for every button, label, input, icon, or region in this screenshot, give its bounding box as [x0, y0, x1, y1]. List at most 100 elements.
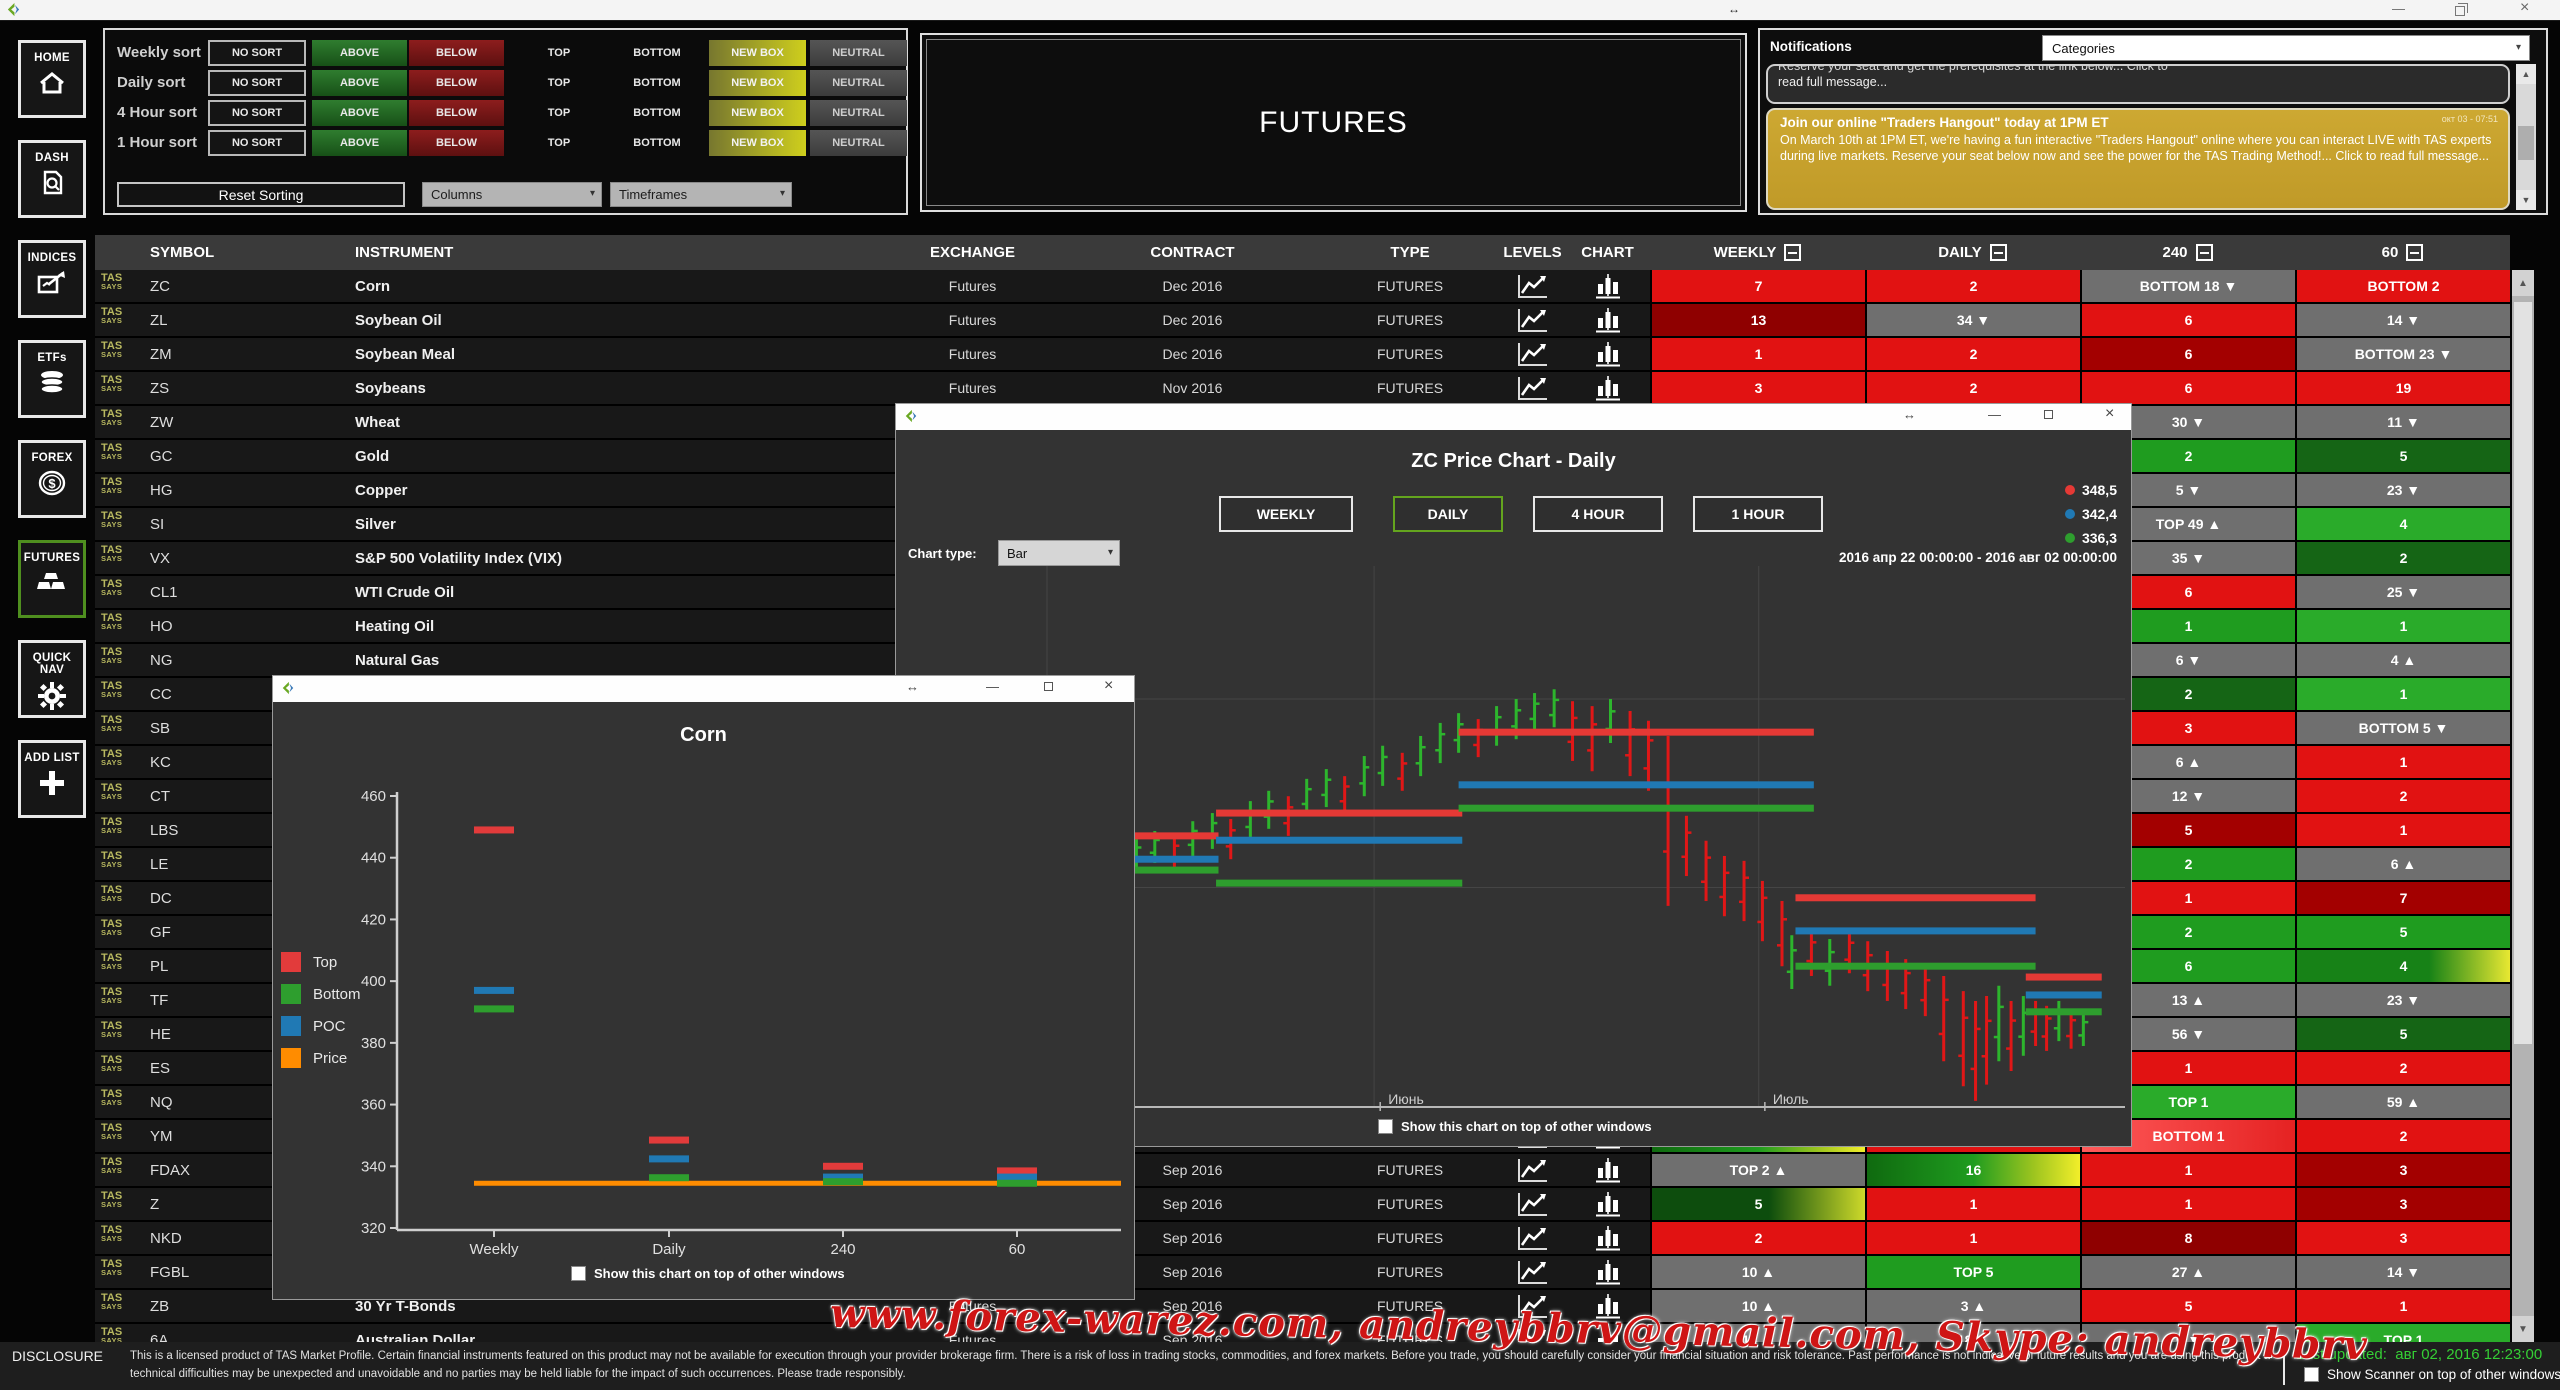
- levels-icon[interactable]: [1500, 338, 1565, 370]
- sidebar-item-forex[interactable]: FOREX $: [18, 440, 86, 518]
- close-button[interactable]: ×: [2105, 405, 2115, 422]
- new-box-button[interactable]: NEW BOX: [709, 100, 806, 126]
- checkbox-icon[interactable]: [2304, 1367, 2319, 1382]
- header-daily[interactable]: DAILY: [1865, 235, 2080, 270]
- sidebar-item-add-list[interactable]: ADD LIST: [18, 740, 86, 818]
- notification-message-partial[interactable]: Reserve your seat and get the prerequisi…: [1766, 64, 2510, 104]
- chart-icon[interactable]: [1565, 338, 1650, 370]
- below-button[interactable]: BELOW: [409, 130, 504, 156]
- top-button[interactable]: TOP: [547, 137, 571, 149]
- collapse-minus-icon[interactable]: [2195, 244, 2213, 261]
- collapse-minus-icon[interactable]: [1784, 244, 1802, 261]
- resize-arrows-icon[interactable]: ↔: [906, 679, 919, 694]
- above-button[interactable]: ABOVE: [312, 40, 407, 66]
- bottom-button[interactable]: BOTTOM: [633, 107, 681, 119]
- levels-icon[interactable]: [1500, 372, 1565, 404]
- timeframe-button-daily[interactable]: DAILY: [1393, 496, 1503, 532]
- no-sort-button[interactable]: NO SORT: [208, 100, 306, 126]
- neutral-button[interactable]: NEUTRAL: [810, 100, 907, 126]
- timeframes-dropdown[interactable]: Timeframes ▾: [610, 182, 792, 207]
- below-button[interactable]: BELOW: [409, 100, 504, 126]
- sidebar-item-quick-nav[interactable]: QUICK NAV: [18, 640, 86, 718]
- table-row[interactable]: TAS SAYS ZS Soybeans Futures Nov 2016 FUTURES 3…: [95, 372, 2510, 406]
- resize-arrows-icon[interactable]: ↔: [1728, 2, 1740, 16]
- table-row[interactable]: TAS SAYS ZB 30 Yr T-Bonds Futures Sep 2016 FUT…: [95, 1290, 2510, 1324]
- top-button[interactable]: TOP: [547, 107, 571, 119]
- below-button[interactable]: BELOW: [409, 70, 504, 96]
- table-row[interactable]: TAS SAYS 6A Australian Dollar Futures Sep 201…: [95, 1324, 2510, 1342]
- no-sort-button[interactable]: NO SORT: [208, 70, 306, 96]
- scanner-on-top-checkbox[interactable]: Show Scanner on top of other windows: [2304, 1367, 2560, 1382]
- levels-icon[interactable]: [1500, 304, 1565, 336]
- above-button[interactable]: ABOVE: [312, 70, 407, 96]
- new-box-button[interactable]: NEW BOX: [709, 130, 806, 156]
- header-60[interactable]: 60: [2295, 235, 2510, 270]
- levels-icon[interactable]: [1500, 1188, 1565, 1220]
- below-button[interactable]: BELOW: [409, 40, 504, 66]
- timeframe-button-weekly[interactable]: WEEKLY: [1219, 496, 1353, 532]
- minimize-button[interactable]: —: [1988, 407, 2001, 422]
- neutral-button[interactable]: NEUTRAL: [810, 70, 907, 96]
- bottom-button[interactable]: BOTTOM: [633, 137, 681, 149]
- scrollbar-thumb[interactable]: [2514, 302, 2532, 1044]
- levels-icon[interactable]: [1500, 1222, 1565, 1254]
- sidebar-item-home[interactable]: HOME: [18, 40, 86, 118]
- sidebar-item-dash[interactable]: DASH: [18, 140, 86, 218]
- notification-message-gold[interactable]: окт 03 - 07:51 Join our online "Traders …: [1766, 108, 2510, 210]
- table-row[interactable]: TAS SAYS ZL Soybean Oil Futures Dec 2016 FUTUR…: [95, 304, 2510, 338]
- table-row[interactable]: TAS SAYS ZC Corn Futures Dec 2016 FUTURES 7 2 BOT…: [95, 270, 2510, 304]
- timeframe-button-1-hour[interactable]: 1 HOUR: [1693, 496, 1823, 532]
- scrollbar-thumb[interactable]: [2518, 126, 2534, 160]
- checkbox-icon[interactable]: [1378, 1119, 1393, 1134]
- restore-button[interactable]: [2044, 407, 2053, 422]
- bottom-button[interactable]: BOTTOM: [633, 77, 681, 89]
- new-box-button[interactable]: NEW BOX: [709, 40, 806, 66]
- above-button[interactable]: ABOVE: [312, 100, 407, 126]
- collapse-minus-icon[interactable]: [1989, 244, 2007, 261]
- restore-button[interactable]: [1044, 679, 1053, 694]
- window-titlebar[interactable]: ↔ — ×: [896, 404, 2131, 430]
- new-box-button[interactable]: NEW BOX: [709, 70, 806, 96]
- table-scrollbar[interactable]: ▲ ▼: [2512, 270, 2534, 1342]
- reset-sorting-button[interactable]: Reset Sorting: [117, 182, 405, 207]
- minimize-button[interactable]: —: [986, 679, 999, 694]
- neutral-button[interactable]: NEUTRAL: [810, 40, 907, 66]
- top-button[interactable]: TOP: [547, 47, 571, 59]
- top-button[interactable]: TOP: [547, 77, 571, 89]
- scroll-up-icon[interactable]: ▲: [2512, 270, 2534, 296]
- chart-icon[interactable]: [1565, 304, 1650, 336]
- scroll-down-icon[interactable]: ▼: [2512, 1316, 2534, 1342]
- notifications-scrollbar[interactable]: ▲ ▼: [2516, 64, 2536, 210]
- chart-icon[interactable]: [1565, 1188, 1650, 1220]
- chart-icon[interactable]: [1565, 1154, 1650, 1186]
- timeframe-button-4-hour[interactable]: 4 HOUR: [1533, 496, 1663, 532]
- minimize-button[interactable]: —: [2392, 1, 2405, 16]
- resize-arrows-icon[interactable]: ↔: [1903, 407, 1916, 422]
- chart-icon[interactable]: [1565, 270, 1650, 302]
- chart-icon[interactable]: [1565, 1222, 1650, 1254]
- close-button[interactable]: ×: [1104, 677, 1114, 694]
- table-row[interactable]: TAS SAYS ZM Soybean Meal Futures Dec 2016 FUTU…: [95, 338, 2510, 372]
- levels-icon[interactable]: [1500, 1256, 1565, 1288]
- chart-type-dropdown[interactable]: Bar ▾: [998, 540, 1120, 566]
- restore-button[interactable]: [2455, 3, 2468, 19]
- chart-on-top-checkbox[interactable]: Show this chart on top of other windows: [1378, 1119, 1652, 1134]
- chart-icon[interactable]: [1565, 1290, 1650, 1322]
- levels-icon[interactable]: [1500, 1324, 1565, 1342]
- chart-icon[interactable]: [1565, 1256, 1650, 1288]
- bottom-button[interactable]: BOTTOM: [633, 47, 681, 59]
- no-sort-button[interactable]: NO SORT: [208, 130, 306, 156]
- close-button[interactable]: ×: [2520, 0, 2530, 16]
- scroll-down-icon[interactable]: ▼: [2516, 190, 2536, 210]
- window-titlebar[interactable]: ↔ — ×: [273, 676, 1134, 702]
- levels-icon[interactable]: [1500, 270, 1565, 302]
- sidebar-item-futures[interactable]: FUTURES: [18, 540, 86, 618]
- header-weekly[interactable]: WEEKLY: [1650, 235, 1865, 270]
- levels-icon[interactable]: [1500, 1154, 1565, 1186]
- header-240[interactable]: 240: [2080, 235, 2295, 270]
- categories-dropdown[interactable]: Categories ▾: [2042, 35, 2530, 61]
- neutral-button[interactable]: NEUTRAL: [810, 130, 907, 156]
- sidebar-item-indices[interactable]: INDICES: [18, 240, 86, 318]
- checkbox-icon[interactable]: [571, 1266, 586, 1281]
- collapse-minus-icon[interactable]: [2406, 244, 2424, 261]
